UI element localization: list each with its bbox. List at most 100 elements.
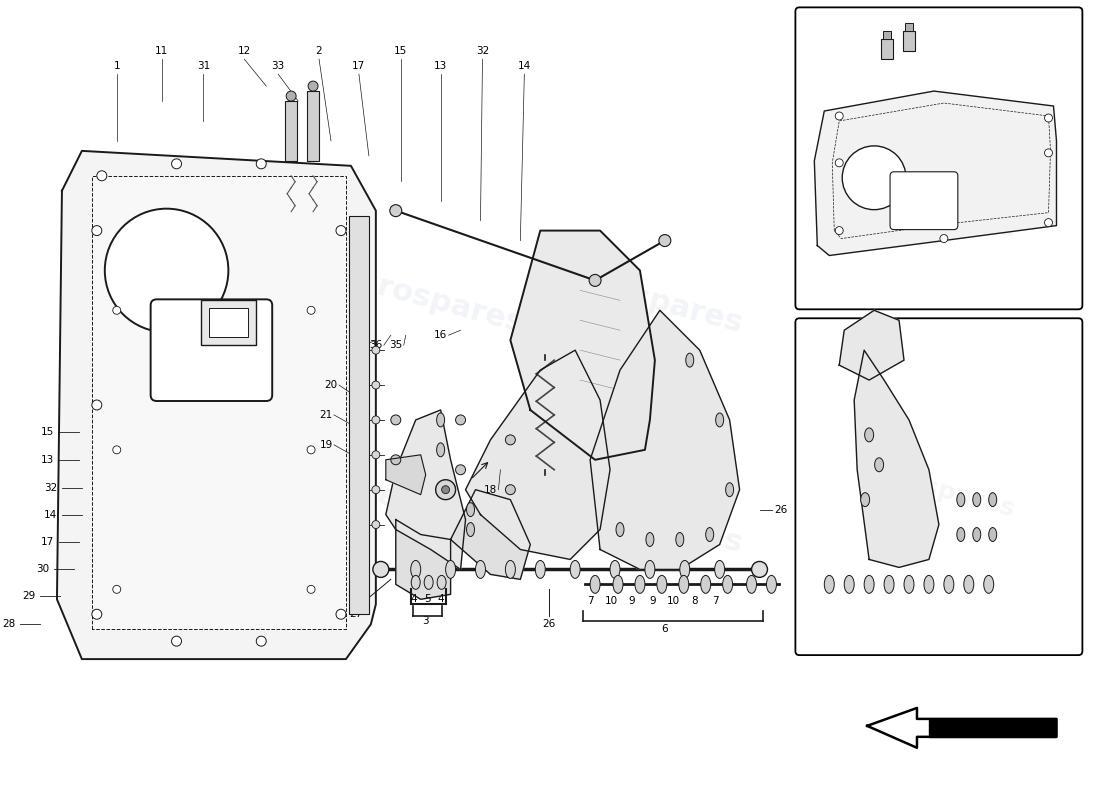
Text: 26: 26 [774, 505, 788, 514]
Circle shape [256, 159, 266, 169]
Ellipse shape [706, 527, 714, 542]
Polygon shape [867, 708, 1056, 748]
Ellipse shape [957, 493, 965, 506]
Circle shape [1045, 218, 1053, 226]
Text: 26: 26 [1054, 415, 1067, 425]
Text: eurospares: eurospares [85, 262, 278, 339]
Circle shape [91, 226, 102, 235]
Polygon shape [386, 410, 465, 570]
Ellipse shape [616, 522, 624, 537]
Ellipse shape [715, 561, 725, 578]
Ellipse shape [726, 482, 734, 497]
Bar [881, 39, 893, 59]
Text: 10: 10 [668, 596, 681, 606]
Circle shape [308, 81, 318, 91]
Text: 10: 10 [605, 596, 617, 606]
Ellipse shape [680, 561, 690, 578]
Ellipse shape [505, 561, 516, 578]
Ellipse shape [716, 413, 724, 427]
Bar [905, 23, 913, 31]
Circle shape [835, 159, 844, 167]
Circle shape [390, 415, 400, 425]
Text: 5: 5 [425, 594, 431, 604]
Circle shape [835, 226, 844, 234]
Bar [349, 216, 368, 614]
Text: 27: 27 [350, 610, 363, 619]
Ellipse shape [646, 533, 653, 546]
Circle shape [659, 234, 671, 246]
Circle shape [390, 455, 400, 465]
Text: 29: 29 [22, 591, 35, 602]
Text: 9: 9 [628, 596, 636, 606]
Ellipse shape [874, 458, 883, 472]
Circle shape [455, 415, 465, 425]
Circle shape [372, 451, 379, 458]
Ellipse shape [425, 575, 433, 590]
Text: 17: 17 [352, 61, 365, 71]
Circle shape [97, 170, 107, 181]
Ellipse shape [844, 575, 855, 594]
Text: 27: 27 [808, 465, 822, 474]
Text: 18: 18 [484, 485, 497, 494]
Circle shape [372, 416, 379, 424]
Text: 12: 12 [238, 46, 251, 56]
Circle shape [751, 562, 768, 578]
Ellipse shape [536, 561, 546, 578]
Text: 33: 33 [272, 61, 285, 71]
FancyBboxPatch shape [795, 318, 1082, 655]
Ellipse shape [613, 575, 623, 594]
Circle shape [336, 610, 346, 619]
Ellipse shape [904, 575, 914, 594]
Ellipse shape [466, 522, 474, 537]
Text: 14: 14 [44, 510, 57, 520]
Circle shape [91, 400, 102, 410]
Polygon shape [57, 151, 376, 659]
Circle shape [505, 485, 516, 494]
Circle shape [1045, 114, 1053, 122]
Polygon shape [465, 350, 611, 559]
Ellipse shape [590, 575, 601, 594]
Ellipse shape [437, 413, 444, 427]
Ellipse shape [657, 575, 667, 594]
Bar [883, 31, 891, 39]
Polygon shape [91, 176, 346, 630]
Text: 17: 17 [41, 537, 54, 546]
Text: 16: 16 [434, 330, 448, 340]
Text: F1: F1 [928, 318, 949, 334]
FancyBboxPatch shape [795, 7, 1082, 310]
Circle shape [441, 486, 450, 494]
Text: 4: 4 [438, 594, 444, 604]
Circle shape [172, 636, 182, 646]
Circle shape [389, 205, 402, 217]
Ellipse shape [685, 353, 694, 367]
Circle shape [307, 446, 315, 454]
Text: eurospares: eurospares [95, 481, 288, 558]
Ellipse shape [475, 561, 485, 578]
Text: 1: 1 [113, 61, 120, 71]
Polygon shape [928, 719, 1056, 737]
Ellipse shape [944, 575, 954, 594]
Text: 1: 1 [1068, 178, 1075, 188]
Ellipse shape [924, 575, 934, 594]
Text: eurospares: eurospares [374, 481, 568, 558]
Circle shape [307, 306, 315, 314]
Ellipse shape [610, 561, 620, 578]
Text: 15: 15 [394, 46, 407, 56]
Text: 14: 14 [518, 61, 531, 71]
Circle shape [286, 91, 296, 101]
Text: 13: 13 [41, 454, 54, 465]
Polygon shape [386, 455, 426, 494]
Ellipse shape [411, 575, 420, 590]
Circle shape [91, 610, 102, 619]
Circle shape [307, 586, 315, 594]
Ellipse shape [860, 493, 870, 506]
Bar [903, 31, 915, 51]
Circle shape [104, 209, 229, 332]
Text: 8: 8 [692, 596, 698, 606]
Polygon shape [590, 310, 739, 570]
Text: Valid till Car Ass. Nr. 40323: Valid till Car Ass. Nr. 40323 [848, 30, 1030, 42]
Polygon shape [814, 91, 1056, 255]
FancyBboxPatch shape [890, 172, 958, 230]
Text: 32: 32 [476, 46, 490, 56]
Ellipse shape [466, 502, 474, 517]
